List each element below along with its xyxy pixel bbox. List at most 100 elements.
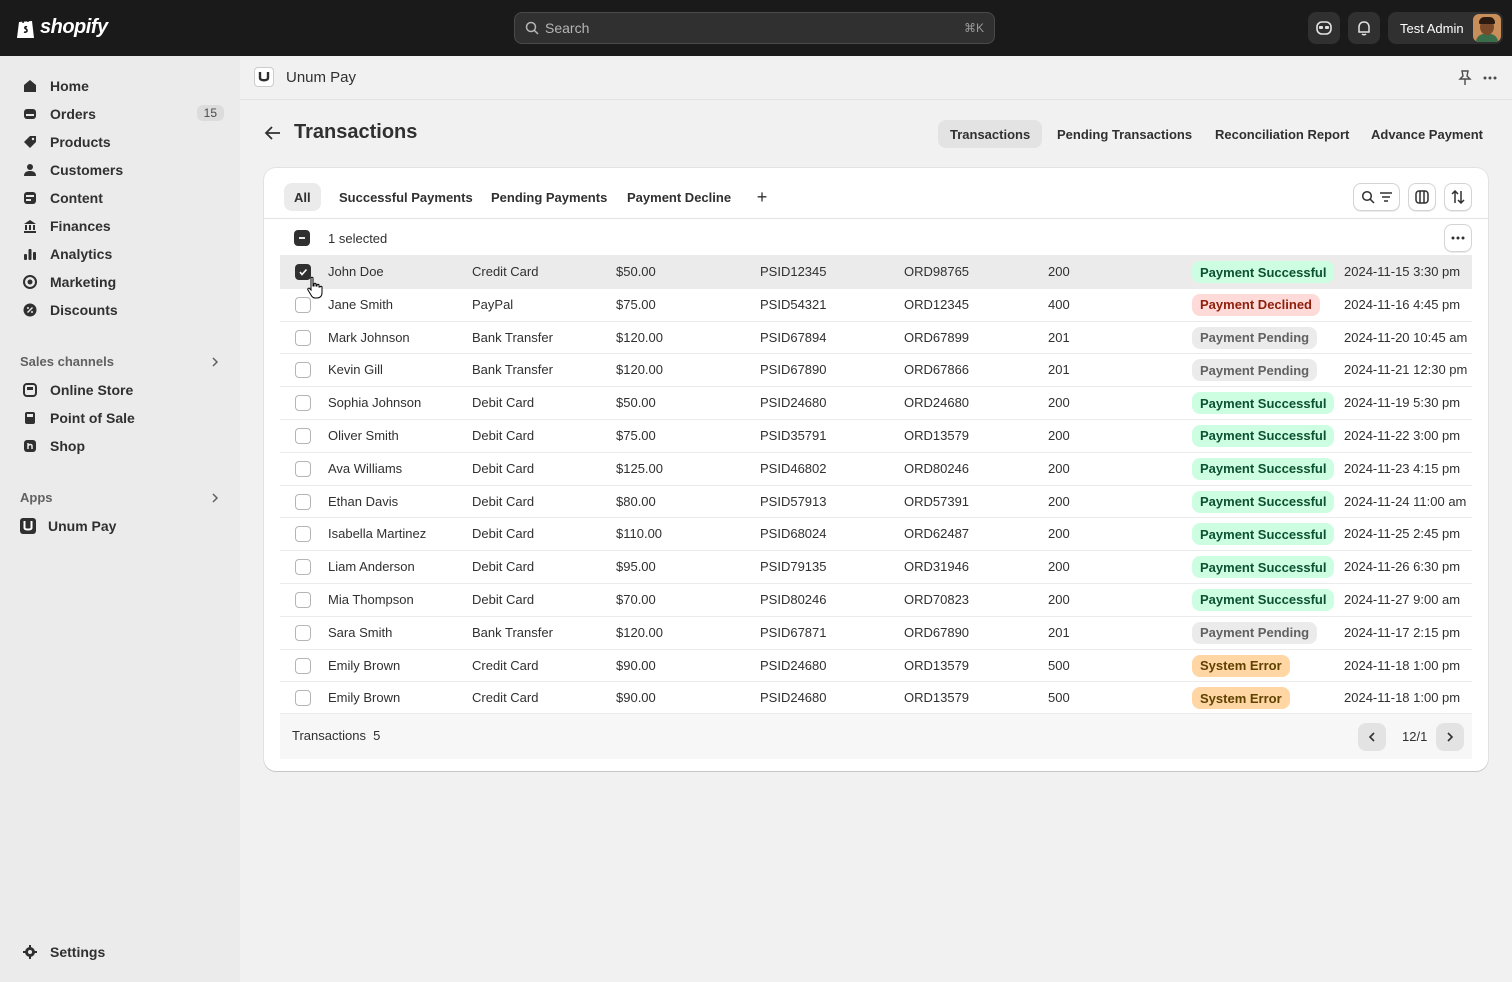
user-menu-button[interactable]: Test Admin — [1388, 12, 1503, 44]
date-cell: 2024-11-19 5:30 pm — [1344, 395, 1461, 411]
filter-tab-all[interactable]: All — [284, 183, 321, 211]
columns-icon — [1415, 190, 1429, 204]
row-checkbox[interactable] — [295, 264, 311, 280]
order-id-cell: ORD57391 — [904, 493, 970, 509]
row-checkbox[interactable] — [295, 296, 311, 313]
sidebar-item-products[interactable]: Products — [12, 128, 228, 156]
sidebar-item-home[interactable]: Home — [12, 72, 228, 100]
row-checkbox[interactable] — [295, 395, 311, 412]
payment-method-cell: Debit Card — [472, 559, 535, 575]
row-checkbox[interactable] — [295, 460, 311, 477]
add-view-button[interactable]: + — [756, 186, 768, 207]
row-checkbox[interactable] — [295, 362, 311, 379]
next-page-button[interactable] — [1436, 723, 1464, 751]
search-filter-button[interactable] — [1353, 183, 1400, 211]
psid-cell: PSID46802 — [760, 460, 827, 476]
date-cell: 2024-11-25 2:45 pm — [1344, 526, 1461, 542]
select-all-checkbox[interactable] — [294, 230, 310, 246]
payment-method-cell: PayPal — [472, 296, 514, 312]
search-icon — [1361, 190, 1375, 204]
status-code-cell: 201 — [1048, 362, 1070, 378]
table-row[interactable]: Sara Smith Bank Transfer $120.00 PSID67871 O… — [280, 615, 1472, 649]
date-cell: 2024-11-18 1:00 pm — [1344, 657, 1461, 673]
sort-button[interactable] — [1444, 183, 1472, 211]
tab-reconciliation-report[interactable]: Reconciliation Report — [1215, 126, 1350, 142]
row-checkbox[interactable] — [295, 559, 311, 576]
order-id-cell: ORD12345 — [904, 296, 970, 312]
table-row[interactable]: Ava Williams Debit Card $125.00 PSID46802 OR… — [280, 451, 1472, 485]
customer-name-cell: Sara Smith — [328, 624, 393, 640]
sales-channels-header[interactable]: Sales channels — [20, 354, 220, 369]
orders-count-badge: 15 — [196, 105, 224, 121]
table-row[interactable]: Emily Brown Credit Card $90.00 PSID24680 ORD… — [280, 681, 1472, 714]
date-cell: 2024-11-18 1:00 pm — [1344, 690, 1461, 706]
table-row[interactable]: Liam Anderson Debit Card $95.00 PSID79135 OR… — [280, 550, 1472, 583]
order-id-cell: ORD31946 — [904, 559, 970, 575]
more-horizontal-icon[interactable] — [1482, 70, 1498, 86]
table-row[interactable]: Isabella Martinez Debit Card $110.00 PSID68… — [280, 517, 1472, 550]
order-id-cell: ORD98765 — [904, 264, 970, 279]
table-row[interactable]: Kevin Gill Bank Transfer $120.00 PSID67890 O… — [280, 353, 1472, 386]
row-checkbox[interactable] — [295, 329, 311, 346]
sidebar-item-analytics[interactable]: Analytics — [12, 240, 228, 268]
sidebar-item-label: Point of Sale — [50, 410, 135, 426]
bulk-more-actions-button[interactable] — [1444, 224, 1472, 252]
sidebar-item-content[interactable]: Content — [12, 184, 228, 212]
row-checkbox[interactable] — [295, 591, 311, 608]
table-row[interactable]: Mia Thompson Debit Card $70.00 PSID80246 ORD… — [280, 582, 1472, 616]
table-row[interactable]: Emily Brown Credit Card $90.00 PSID24680 ORD… — [280, 648, 1472, 682]
filter-tab-payment-decline[interactable]: Payment Decline — [627, 189, 732, 205]
sidebar-item-marketing[interactable]: Marketing — [12, 268, 228, 296]
filter-tab-successful-payments[interactable]: Successful Payments — [339, 189, 473, 205]
tab-transactions[interactable]: Transactions — [938, 120, 1043, 148]
psid-cell: PSID67890 — [760, 362, 827, 378]
date-cell: 2024-11-26 6:30 pm — [1344, 559, 1461, 575]
amount-cell: $90.00 — [616, 690, 656, 706]
row-checkbox[interactable] — [295, 427, 311, 444]
customer-name-cell: Ethan Davis — [328, 493, 399, 509]
date-cell: 2024-11-24 11:00 am — [1344, 493, 1467, 509]
back-arrow-icon[interactable] — [264, 124, 282, 142]
sidebar-item-point-of-sale[interactable]: Point of Sale — [12, 404, 228, 432]
table-row[interactable]: John Doe Credit Card $50.00 PSID12345 ORD987… — [280, 255, 1472, 288]
pin-icon[interactable] — [1458, 70, 1472, 86]
table-row[interactable]: Oliver Smith Debit Card $75.00 PSID35791 ORD… — [280, 418, 1472, 452]
sidekick-button[interactable] — [1308, 12, 1340, 44]
table-row[interactable]: Sophia Johnson Debit Card $50.00 PSID24680 O… — [280, 386, 1472, 419]
sidebar: Home Orders 15 Products Customers Conten… — [0, 56, 240, 982]
customer-name-cell: Sophia Johnson — [328, 395, 422, 411]
target-icon — [22, 274, 38, 290]
row-checkbox[interactable] — [295, 657, 311, 674]
table-row[interactable]: Ethan Davis Debit Card $80.00 PSID57913 ORD5… — [280, 484, 1472, 518]
psid-cell: PSID67894 — [760, 329, 827, 345]
sidebar-item-orders[interactable]: Orders 15 — [12, 100, 228, 128]
person-icon — [22, 162, 38, 178]
tab-pending-transactions[interactable]: Pending Transactions — [1057, 126, 1193, 142]
filter-tab-pending-payments[interactable]: Pending Payments — [491, 189, 608, 205]
sidebar-item-discounts[interactable]: Discounts — [12, 296, 228, 324]
more-horizontal-icon — [1451, 236, 1465, 240]
previous-page-button[interactable] — [1358, 723, 1386, 751]
sidebar-item-online-store[interactable]: Online Store — [12, 376, 228, 404]
sidebar-item-finances[interactable]: Finances — [12, 212, 228, 240]
row-checkbox[interactable] — [295, 624, 311, 641]
search-input[interactable]: Search ⌘K — [514, 12, 995, 44]
sidebar-item-unum-pay[interactable]: Unum Pay — [12, 512, 228, 540]
sales-channels-label: Sales channels — [20, 354, 114, 369]
row-checkbox[interactable] — [295, 690, 311, 707]
shopify-logo[interactable]: shopify — [16, 16, 108, 39]
row-checkbox[interactable] — [295, 493, 311, 510]
sidebar-item-settings[interactable]: Settings — [12, 938, 228, 966]
columns-button[interactable] — [1408, 183, 1436, 211]
sidebar-item-customers[interactable]: Customers — [12, 156, 228, 184]
shop-icon — [22, 438, 38, 454]
table-row[interactable]: Jane Smith PayPal $75.00 PSID54321 ORD12345 4… — [280, 287, 1472, 321]
row-checkbox[interactable] — [295, 526, 311, 543]
order-id-cell: ORD80246 — [904, 460, 970, 476]
table-row[interactable]: Mark Johnson Bank Transfer $120.00 PSID6789… — [280, 320, 1472, 354]
tab-advance-payment[interactable]: Advance Payment — [1371, 126, 1483, 142]
psid-cell: PSID57913 — [760, 493, 827, 509]
sidebar-item-shop[interactable]: Shop — [12, 432, 228, 460]
apps-header[interactable]: Apps — [20, 490, 220, 505]
notifications-button[interactable] — [1348, 12, 1380, 44]
